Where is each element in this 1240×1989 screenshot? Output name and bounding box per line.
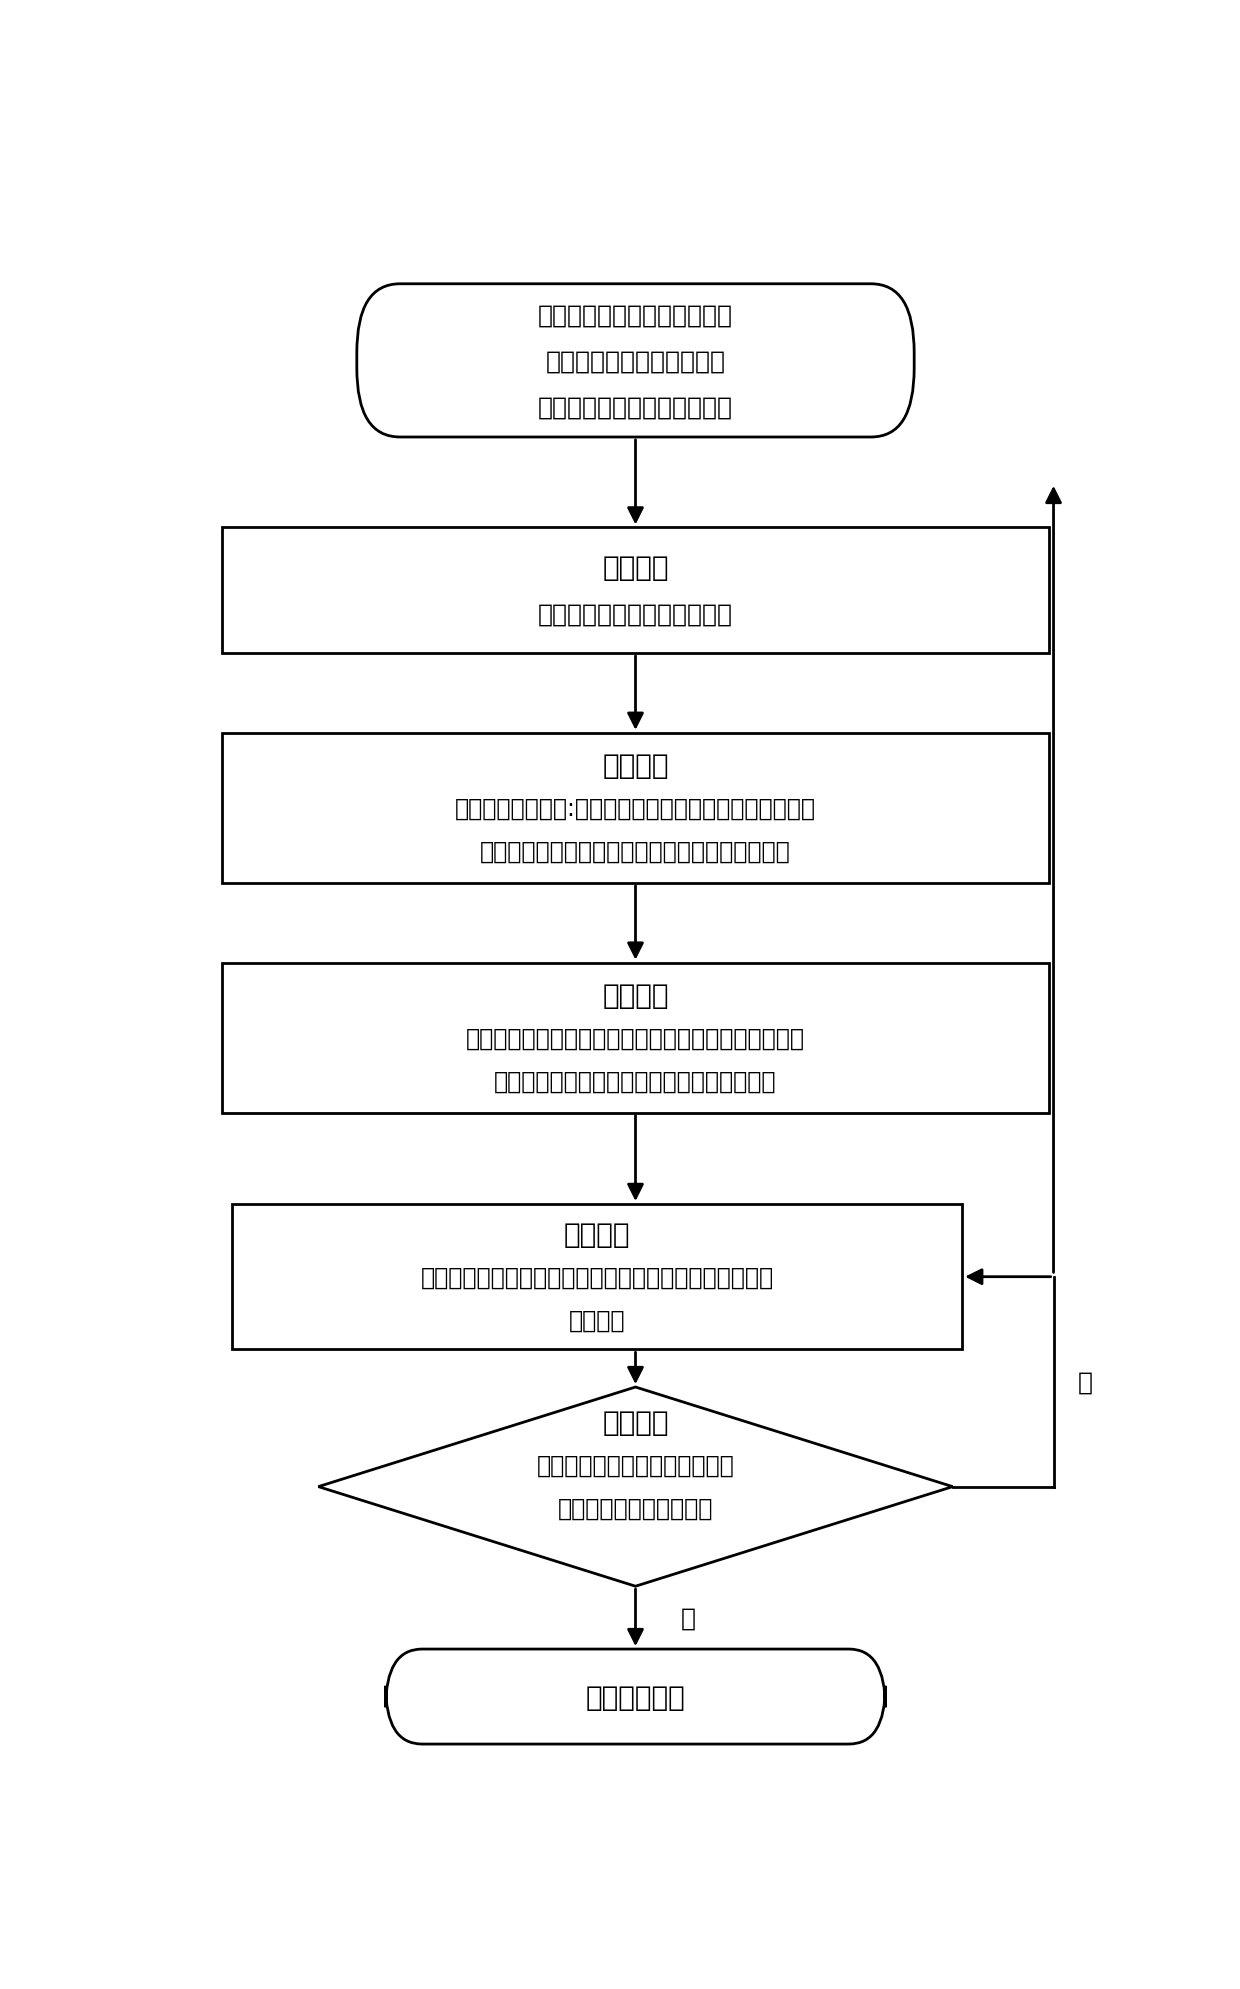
Bar: [232, 1203, 962, 1351]
Text: 第三步：: 第三步：: [603, 981, 668, 1008]
Text: 主互感系数矩阵、网格与网格间的副互感系数矩阵: 主互感系数矩阵、网格与网格间的副互感系数矩阵: [480, 839, 791, 863]
Text: 线性优化: 线性优化: [569, 1309, 625, 1333]
Bar: [222, 529, 1049, 654]
Text: 位置参数；匀场线圈位置约: 位置参数；匀场线圈位置约: [546, 350, 725, 374]
Text: 输出线圈结果: 输出线圈结果: [585, 1683, 686, 1711]
Text: 束、效率和最大允许磁场误差: 束、效率和最大允许磁场误差: [538, 396, 733, 420]
Bar: [222, 734, 1049, 883]
Text: 建立原始线性规划模型，并将其转化为标准线性规划模: 建立原始线性规划模型，并将其转化为标准线性规划模: [466, 1026, 805, 1050]
Text: 的磁场精度是否满足要求: 的磁场精度是否满足要求: [558, 1496, 713, 1520]
Text: 第二步：: 第二步：: [603, 752, 668, 780]
Text: 第四步：: 第四步：: [564, 1219, 630, 1249]
FancyBboxPatch shape: [357, 284, 914, 438]
Text: 匀场线圈预布置区域网格划分: 匀场线圈预布置区域网格划分: [538, 603, 733, 627]
Polygon shape: [319, 1388, 952, 1587]
FancyBboxPatch shape: [386, 1649, 885, 1744]
Text: 校验非线性优化得到的匀场线圈: 校验非线性优化得到的匀场线圈: [537, 1454, 734, 1478]
Text: 第五步：: 第五步：: [603, 1408, 668, 1436]
Bar: [222, 963, 1049, 1114]
Text: 型，求解得到标准线性规划模型的结果并整理: 型，求解得到标准线性规划模型的结果并整理: [495, 1068, 776, 1094]
Text: 计算三个系数矩阵:网格磁场系数矩阵、网格与主磁体间的: 计算三个系数矩阵:网格磁场系数矩阵、网格与主磁体间的: [455, 796, 816, 819]
Text: 否: 否: [1078, 1370, 1092, 1394]
Text: 建立非线性优化模型，将线性规划结果作为初始值进行非: 建立非线性优化模型，将线性规划结果作为初始值进行非: [420, 1265, 774, 1289]
Text: 是: 是: [681, 1605, 696, 1629]
Text: 第一步：: 第一步：: [603, 555, 668, 583]
Text: 系统参数输入：主磁体尺寸、: 系统参数输入：主磁体尺寸、: [538, 302, 733, 328]
